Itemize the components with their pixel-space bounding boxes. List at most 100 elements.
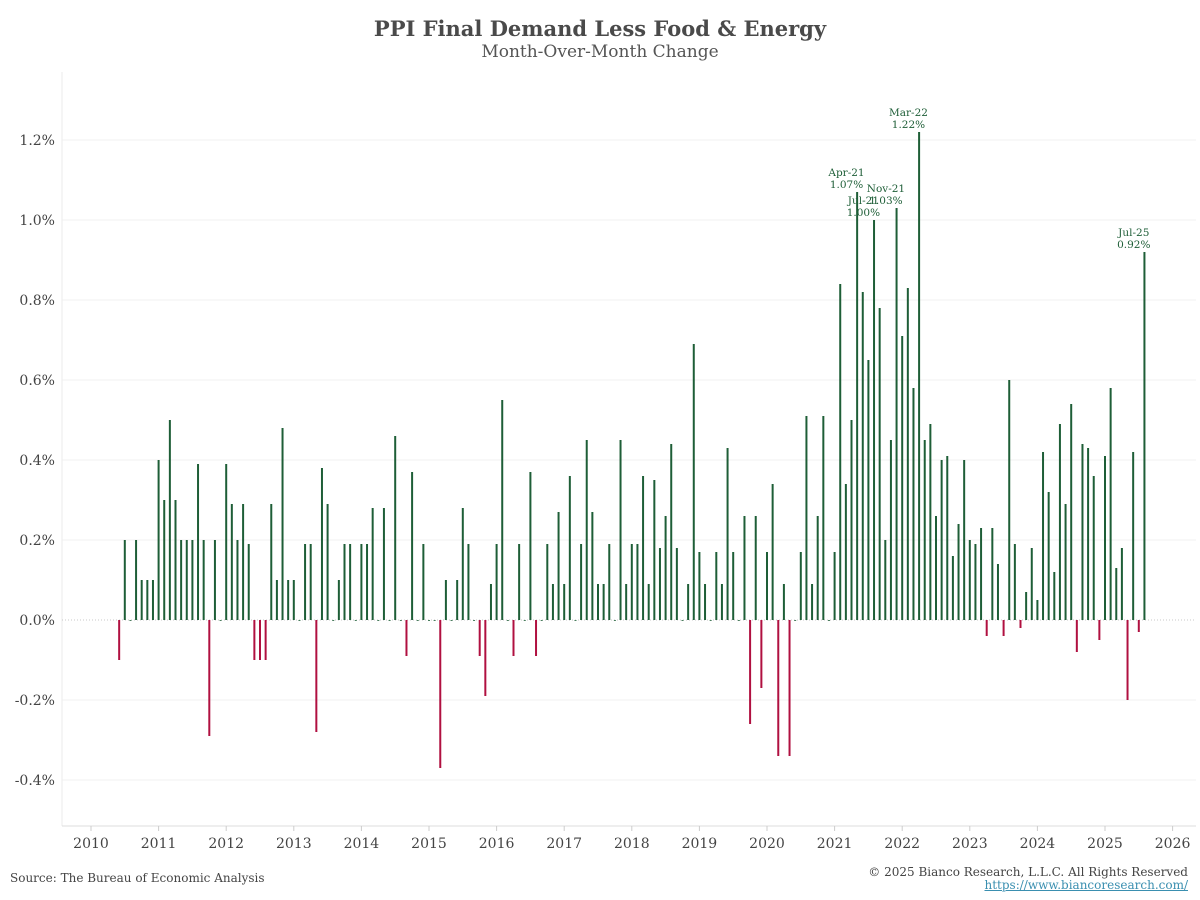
bar	[270, 504, 273, 620]
annotation-value: 0.92%	[1117, 239, 1150, 251]
annotation-label: Jul-25	[1117, 227, 1149, 239]
bar	[439, 620, 442, 768]
bar	[1030, 548, 1033, 620]
bar	[1008, 380, 1011, 620]
bar	[259, 620, 261, 660]
bar	[991, 528, 994, 620]
bar	[743, 516, 746, 620]
bar	[382, 508, 385, 620]
bar	[501, 400, 504, 620]
bar	[861, 292, 864, 620]
bar	[523, 620, 526, 621]
bar	[591, 512, 594, 620]
x-tick-label: 2022	[884, 836, 920, 852]
bar	[822, 416, 825, 620]
bar	[129, 620, 132, 621]
bar	[794, 620, 797, 621]
bar	[292, 580, 295, 620]
bar	[777, 620, 780, 756]
bar	[889, 440, 892, 620]
bar	[461, 508, 464, 620]
bar	[681, 620, 684, 621]
bar	[422, 544, 425, 620]
bar	[185, 540, 188, 620]
bar	[1098, 620, 1101, 640]
bar	[174, 500, 177, 620]
bar	[315, 620, 318, 732]
bar	[551, 584, 554, 620]
bar	[664, 516, 667, 620]
bar	[225, 464, 228, 620]
bar	[309, 544, 312, 620]
bar	[529, 472, 532, 620]
bar	[844, 484, 847, 620]
bar	[1115, 568, 1118, 620]
bar	[332, 620, 335, 621]
bar	[963, 460, 966, 620]
bar	[805, 416, 808, 620]
bar	[512, 620, 515, 656]
bar	[1109, 388, 1112, 620]
annotations: Apr-211.07% Jul-211.00% Nov-211.03% Mar-221…	[827, 107, 1150, 251]
bar	[884, 540, 887, 620]
bar	[1058, 424, 1061, 620]
bar	[281, 428, 284, 620]
x-tick-label: 2014	[344, 836, 380, 852]
bar	[653, 480, 656, 620]
bar	[574, 620, 577, 621]
bar	[197, 464, 200, 620]
x-tick-label: 2024	[1020, 836, 1056, 852]
bar	[766, 552, 768, 620]
bar	[923, 440, 926, 620]
annotation-value: 1.03%	[869, 195, 902, 207]
bar	[1075, 620, 1078, 652]
bar	[478, 620, 481, 656]
x-tick-label: 2025	[1087, 836, 1123, 852]
bar	[642, 476, 645, 620]
x-tick-label: 2026	[1155, 836, 1191, 852]
bar	[788, 620, 791, 756]
bar	[670, 444, 673, 620]
y-tick-label: 0.4%	[19, 453, 55, 469]
y-tick-label: 1.0%	[19, 213, 55, 229]
bar	[304, 544, 307, 620]
grid-lines	[61, 72, 1196, 827]
bar	[557, 512, 560, 620]
bar	[354, 620, 357, 621]
bar	[968, 540, 971, 620]
bar	[146, 580, 149, 620]
bar	[1019, 620, 1022, 628]
bar	[135, 540, 138, 620]
bar	[878, 308, 881, 620]
bar	[168, 420, 171, 620]
annotation-value: 1.07%	[830, 179, 863, 191]
x-tick-label: 2017	[546, 836, 582, 852]
bar	[929, 424, 932, 620]
bar	[1013, 544, 1016, 620]
bar	[782, 584, 785, 620]
bar	[833, 552, 836, 620]
bar	[1064, 504, 1067, 620]
bar	[1126, 620, 1129, 700]
bar	[337, 580, 340, 620]
bar	[1143, 252, 1146, 620]
x-tick-label: 2019	[682, 836, 718, 852]
bar	[157, 460, 160, 620]
bar	[1047, 492, 1050, 620]
bar	[951, 556, 954, 620]
x-tick-label: 2023	[952, 836, 988, 852]
bar	[371, 508, 374, 620]
bar	[935, 516, 937, 620]
bar	[602, 584, 605, 620]
y-tick-label: 0.6%	[19, 373, 55, 389]
bar	[704, 584, 707, 620]
bar	[535, 620, 538, 656]
chart-title: PPI Final Demand Less Food & Energy	[373, 16, 827, 41]
bar	[123, 540, 126, 620]
bar	[771, 484, 774, 620]
website-link[interactable]: https://www.biancoresearch.com/	[984, 878, 1188, 892]
bar	[698, 552, 701, 620]
bar	[895, 208, 898, 620]
bar	[450, 620, 453, 621]
bar	[918, 132, 921, 620]
